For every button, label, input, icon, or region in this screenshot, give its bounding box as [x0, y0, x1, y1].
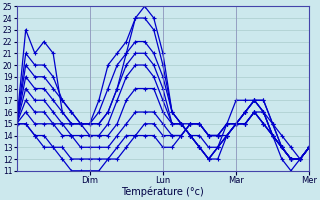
X-axis label: Température (°c): Température (°c)	[122, 187, 204, 197]
